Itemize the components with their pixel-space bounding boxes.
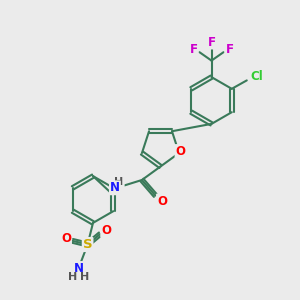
Text: H: H [115, 177, 124, 187]
Text: S: S [83, 238, 92, 251]
Text: H: H [80, 272, 89, 283]
Text: F: F [226, 43, 233, 56]
Text: F: F [208, 35, 215, 49]
Text: F: F [190, 43, 197, 56]
Text: N: N [74, 262, 84, 275]
Text: O: O [61, 232, 71, 245]
Text: Cl: Cl [250, 70, 263, 83]
Text: O: O [176, 145, 185, 158]
Text: O: O [157, 194, 167, 208]
Text: O: O [101, 224, 111, 237]
Text: N: N [110, 181, 120, 194]
Text: H: H [68, 272, 77, 283]
